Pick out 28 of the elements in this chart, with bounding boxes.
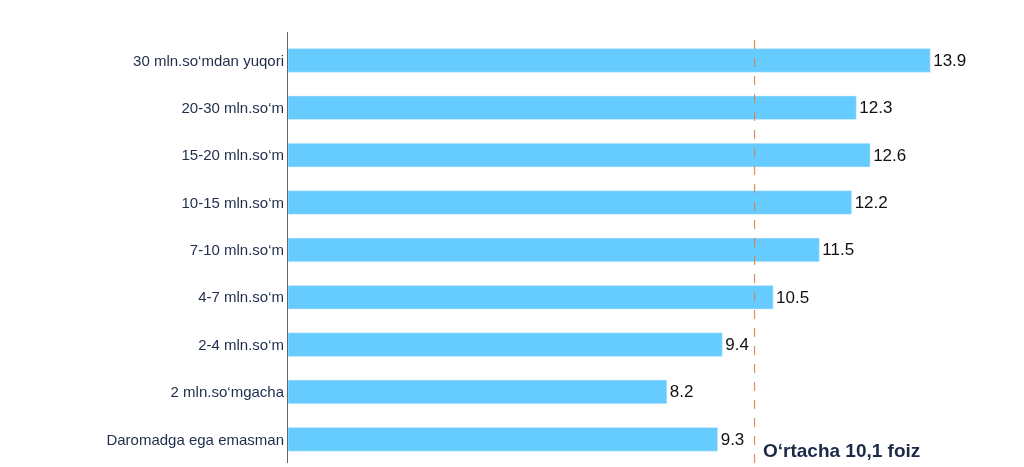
data-label: 12.6	[873, 145, 907, 165]
y-tick-label: 2-4 mln.so‘m	[198, 335, 284, 353]
y-tick-label: 2 mln.so‘mgacha	[170, 383, 285, 401]
bar	[288, 332, 723, 357]
data-label: 10.5	[776, 287, 810, 307]
data-label: 13.9	[933, 50, 967, 70]
y-tick-label: 20-30 mln.so‘m	[181, 99, 284, 117]
bar	[288, 95, 857, 120]
bar	[288, 190, 852, 215]
bar	[288, 379, 668, 405]
y-tick-label: 7-10 mln.so‘m	[189, 241, 284, 259]
data-label: 11.5	[822, 240, 855, 260]
data-label: 12.3	[859, 98, 893, 118]
bar	[288, 427, 718, 452]
bar	[288, 237, 820, 262]
data-label: 8.2	[669, 382, 694, 402]
bar	[288, 285, 774, 310]
y-tick-label: 4-7 mln.so‘m	[198, 288, 284, 306]
y-tick-label: Daromadga ega emasman	[106, 430, 284, 448]
y-tick-label: 30 mln.so‘mdan yuqori	[133, 51, 284, 69]
data-label: 9.3	[720, 429, 745, 449]
data-label: 12.2	[854, 193, 888, 213]
data-label: 9.4	[725, 335, 749, 355]
ref-line-label: O‘rtacha 10,1 foiz	[763, 440, 921, 461]
y-tick-label: 10-15 mln.so‘m	[181, 193, 284, 211]
y-tick-label: 15-20 mln.so‘m	[181, 146, 284, 164]
bar	[288, 48, 931, 73]
bar	[288, 143, 871, 168]
